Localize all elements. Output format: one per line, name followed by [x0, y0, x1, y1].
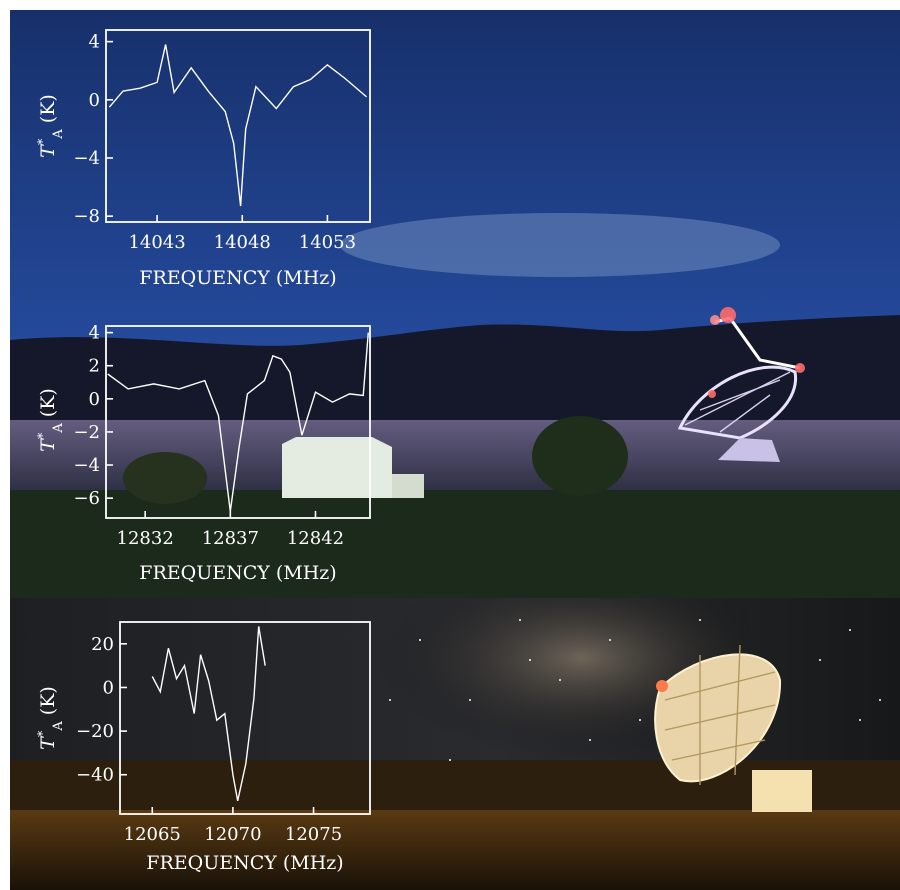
cloud-wisp — [340, 213, 780, 277]
tree-middle — [532, 416, 628, 496]
meadow — [10, 490, 900, 598]
barn — [282, 437, 392, 498]
parkes-dish-ribs — [664, 644, 776, 785]
parkes-tower — [752, 770, 812, 812]
barn-shed — [392, 474, 424, 498]
ground — [10, 810, 900, 890]
stars — [389, 619, 881, 761]
telescope-gbt — [677, 307, 805, 462]
tree-left — [123, 452, 207, 504]
parkes-light — [656, 680, 668, 692]
